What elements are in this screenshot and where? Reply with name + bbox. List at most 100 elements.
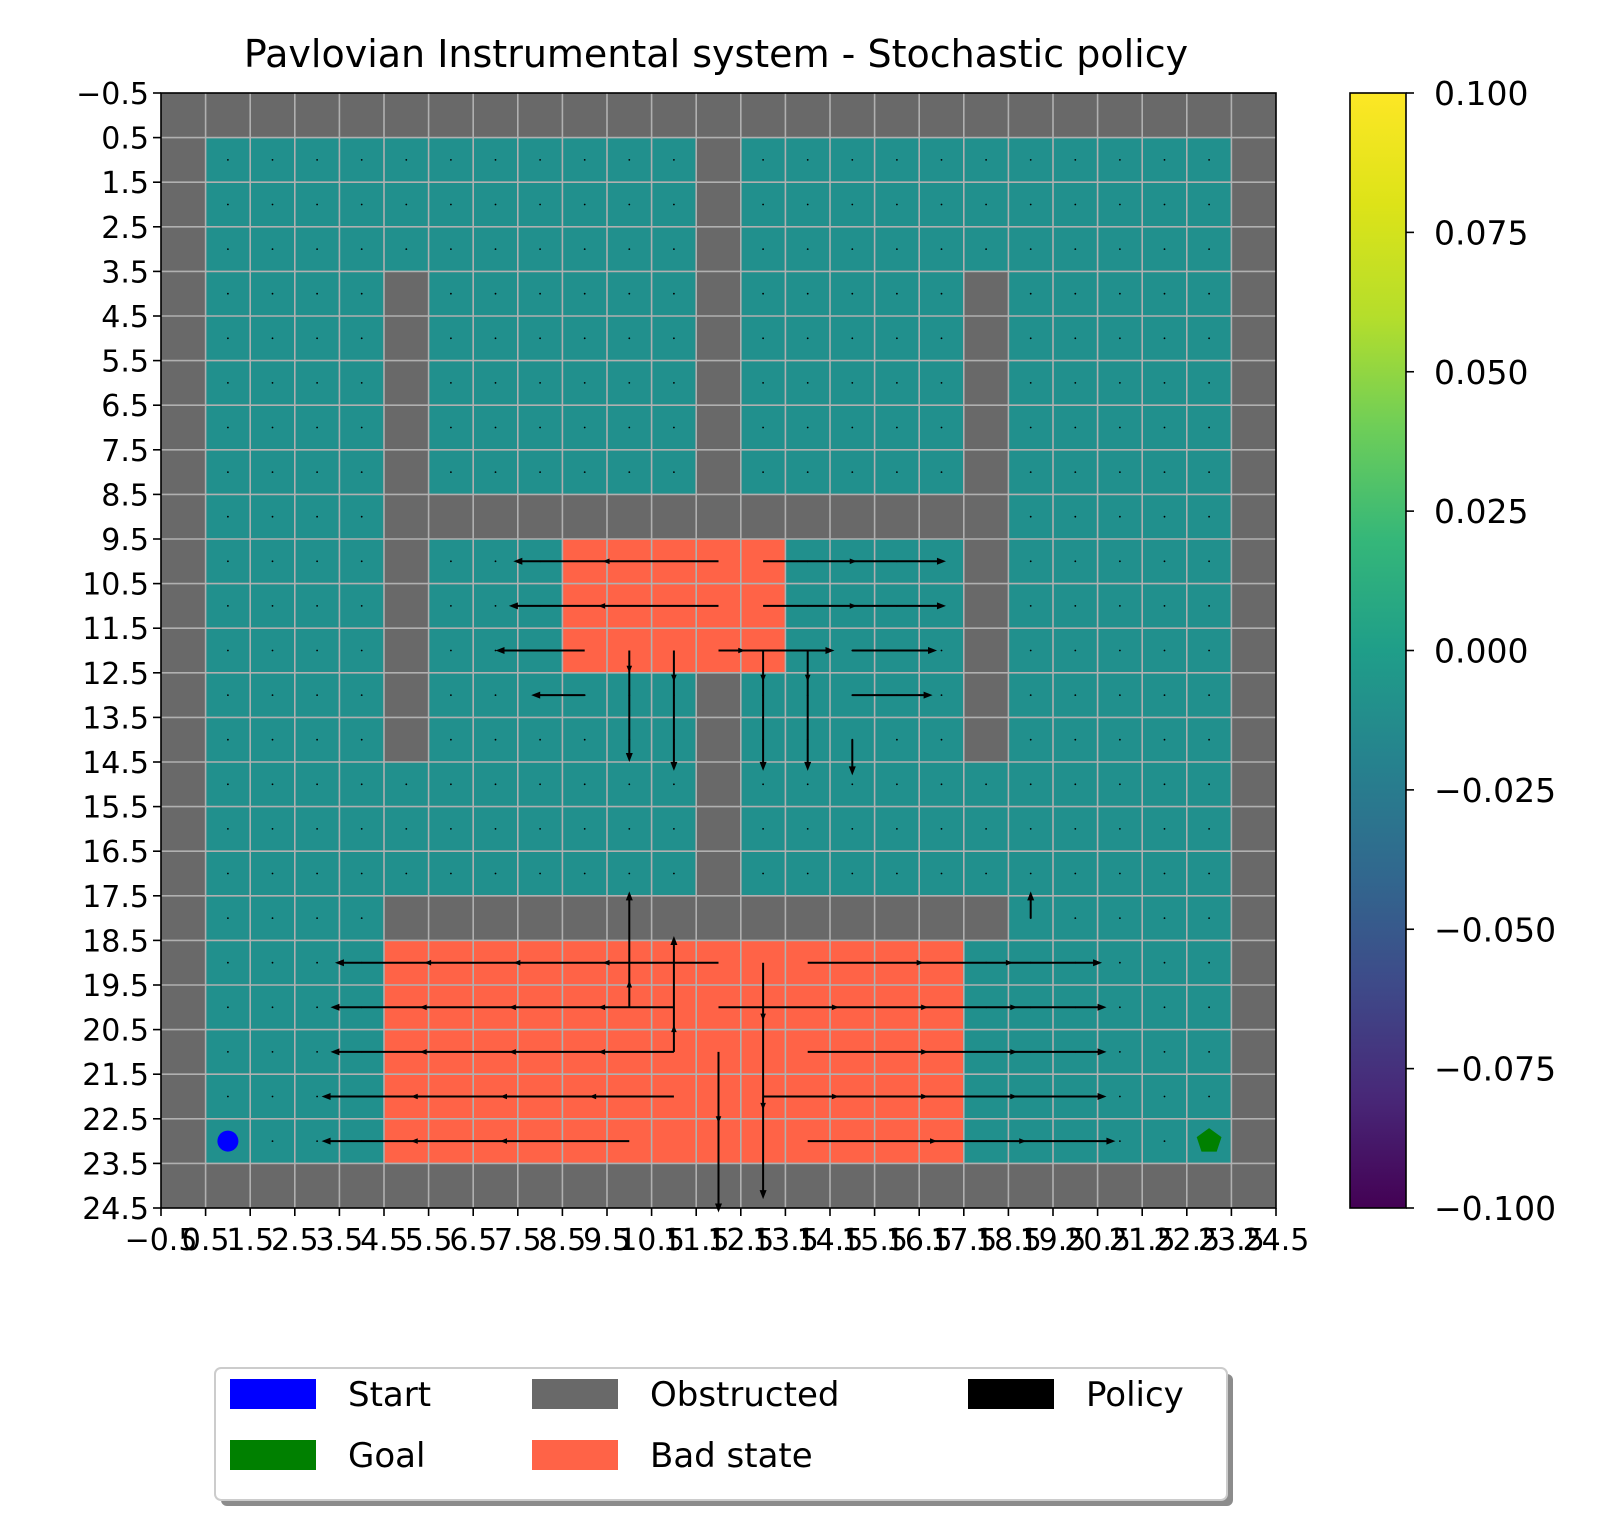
colorbar-ticks: 0.100 0.075 0.050 0.025 0.000 −0.025 −0.050 −0.… [1406, 74, 1556, 1228]
policy-dot [896, 337, 898, 340]
policy-arrow-head [531, 691, 541, 699]
obstructed-cell [1231, 851, 1277, 897]
obstructed-cell [696, 271, 742, 317]
policy-dot [1163, 872, 1166, 875]
policy-dot [360, 426, 363, 429]
policy-dot [450, 292, 452, 295]
policy-arrow-head [921, 1049, 929, 1055]
policy-dot [494, 560, 497, 563]
policy-dot [762, 203, 764, 206]
policy-dot [1119, 694, 1121, 696]
x-tick-label: 11.5 [663, 1223, 730, 1258]
policy-dot [673, 471, 675, 473]
obstructed-cell [1231, 940, 1277, 986]
policy-arrow-head [330, 1003, 340, 1011]
policy-dot [851, 248, 854, 251]
policy-dot [360, 783, 363, 786]
policy-dot [271, 1095, 274, 1098]
policy-dot [628, 159, 631, 161]
policy-dot [851, 382, 854, 384]
obstructed-cell [785, 895, 831, 941]
obstructed-cell [740, 494, 786, 540]
obstructed-cell [161, 1074, 206, 1120]
policy-dot [450, 248, 452, 251]
obstructed-cell [1231, 539, 1277, 584]
policy-dot [450, 203, 452, 206]
policy-dot [360, 649, 363, 652]
y-tick-label: 13.5 [82, 701, 149, 736]
y-tick-label: 12.5 [82, 657, 149, 692]
policy-dot [1208, 471, 1210, 473]
policy-dot [316, 560, 318, 563]
policy-dot [450, 382, 452, 384]
x-tick-label: 17.5 [930, 1223, 997, 1258]
policy-dot [1119, 917, 1121, 919]
policy-dot [1074, 337, 1077, 340]
y-tick-label: 14.5 [82, 746, 149, 781]
legend-label: Goal [348, 1436, 425, 1476]
policy-dot [1074, 292, 1077, 295]
policy-arrow-head [831, 1004, 839, 1011]
policy-dot [940, 828, 943, 830]
policy-arrow-head [1019, 1138, 1027, 1144]
policy-arrow [625, 891, 633, 1008]
policy-arrow-head [804, 761, 812, 771]
policy-arrow [670, 935, 678, 1052]
policy-dot [1208, 337, 1210, 340]
policy-dot [1074, 515, 1077, 518]
policy-dot [450, 694, 452, 696]
policy-dot [1163, 560, 1166, 563]
policy-dot [316, 159, 318, 161]
colorbar-tick-label: −0.075 [1434, 1050, 1556, 1089]
obstructed-cell [1231, 1074, 1277, 1120]
policy-dot [628, 337, 631, 340]
obstructed-cell [651, 1163, 697, 1209]
policy-dot [851, 292, 854, 295]
obstructed-cell [696, 405, 742, 451]
policy-dot [271, 872, 274, 875]
obstructed-cell [161, 1163, 206, 1209]
policy-dot [360, 159, 363, 161]
policy-arrow [763, 1093, 1107, 1100]
policy-dot [539, 292, 541, 295]
policy-dot [896, 426, 898, 429]
policy-dot [316, 248, 318, 251]
obstructed-cell [607, 1163, 652, 1209]
policy-arrow-head [626, 665, 633, 673]
policy-dot [851, 159, 854, 161]
obstructed-cell [1231, 1163, 1277, 1209]
policy-dot [583, 159, 586, 161]
policy-arrow-head [670, 761, 678, 771]
policy-dot [405, 828, 408, 830]
y-tick-label: 16.5 [82, 835, 149, 870]
obstructed-cell [696, 360, 742, 406]
obstructed-cell [161, 985, 206, 1030]
policy-dot [762, 783, 764, 786]
obstructed-cell [161, 539, 206, 584]
x-tick-label: 12.5 [707, 1223, 774, 1258]
policy-dot [985, 248, 987, 251]
obstructed-cell [517, 895, 563, 941]
policy-arrow [531, 691, 585, 699]
obstructed-cell [651, 494, 697, 540]
obstructed-cell [250, 1163, 296, 1209]
obstructed-cell [1231, 226, 1277, 272]
y-tick-label: 4.5 [101, 300, 149, 335]
policy-dot [316, 1140, 318, 1142]
policy-dot [985, 203, 987, 206]
policy-dot [1208, 515, 1210, 518]
policy-dot [1119, 471, 1121, 473]
policy-arrow-head [419, 1049, 427, 1055]
policy-arrow [718, 647, 835, 654]
policy-dot [1163, 471, 1166, 473]
policy-dot [271, 159, 274, 161]
policy-arrow-head [602, 959, 610, 966]
policy-dot [539, 828, 541, 830]
obstructed-cell [161, 672, 206, 718]
policy-dot [583, 828, 586, 830]
policy-dot [316, 649, 318, 652]
obstructed-cell [1008, 93, 1054, 138]
policy-dot [851, 783, 854, 786]
policy-dot [628, 203, 631, 206]
